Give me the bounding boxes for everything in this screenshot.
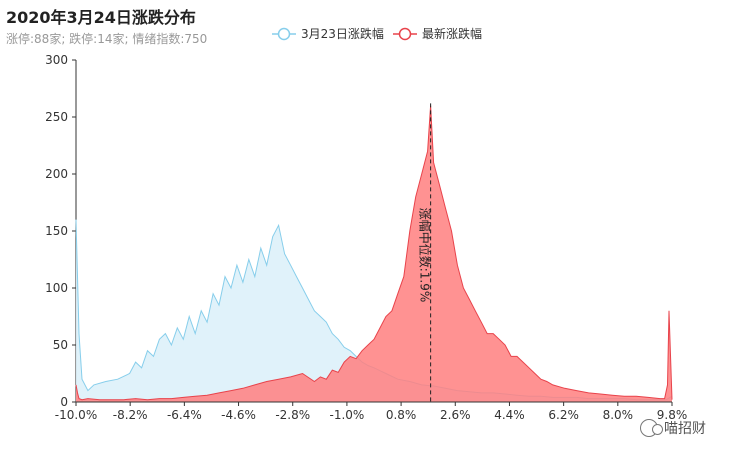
chart-subtitle: 涨停:88家; 跌停:14家; 情绪指数:750 xyxy=(6,32,208,46)
x-tick-label: 0.8% xyxy=(386,408,417,422)
legend-label: 最新涨跌幅 xyxy=(422,26,482,41)
chart-title: 2020年3月24日涨跌分布 xyxy=(6,8,196,27)
y-tick-label: 150 xyxy=(45,224,68,238)
x-tick-label: -10.0% xyxy=(55,408,97,422)
watermark: 喵招财 xyxy=(640,418,706,438)
x-tick-label: 2.6% xyxy=(440,408,471,422)
x-tick-label: -6.4% xyxy=(167,408,202,422)
y-tick-label: 50 xyxy=(53,338,68,352)
x-tick-label: -2.8% xyxy=(275,408,310,422)
legend-marker xyxy=(277,27,291,41)
median-label: 涨幅中位数:1.9% xyxy=(418,208,433,303)
y-tick-label: 0 xyxy=(60,395,68,409)
y-tick-label: 300 xyxy=(45,53,68,67)
x-tick-label: -8.2% xyxy=(113,408,148,422)
series-area-2 xyxy=(76,105,672,402)
y-tick-label: 200 xyxy=(45,167,68,181)
y-tick-label: 250 xyxy=(45,110,68,124)
legend-item-1: 3月23日涨跌幅 xyxy=(272,26,384,41)
x-tick-label: 9.8% xyxy=(657,408,688,422)
x-tick-label: 6.2% xyxy=(548,408,579,422)
legend-marker xyxy=(398,27,412,41)
x-tick-label: 8.0% xyxy=(603,408,634,422)
legend-label: 3月23日涨跌幅 xyxy=(301,26,384,41)
x-tick-label: -1.0% xyxy=(329,408,364,422)
watermark-text: 喵招财 xyxy=(664,421,706,437)
y-tick-label: 100 xyxy=(45,281,68,295)
x-tick-label: -4.6% xyxy=(221,408,256,422)
wechat-icon xyxy=(640,419,663,437)
series-area-1 xyxy=(76,219,672,402)
x-tick-label: 4.4% xyxy=(494,408,525,422)
legend-item-2: 最新涨跌幅 xyxy=(393,26,482,41)
series-line-2 xyxy=(75,105,673,401)
